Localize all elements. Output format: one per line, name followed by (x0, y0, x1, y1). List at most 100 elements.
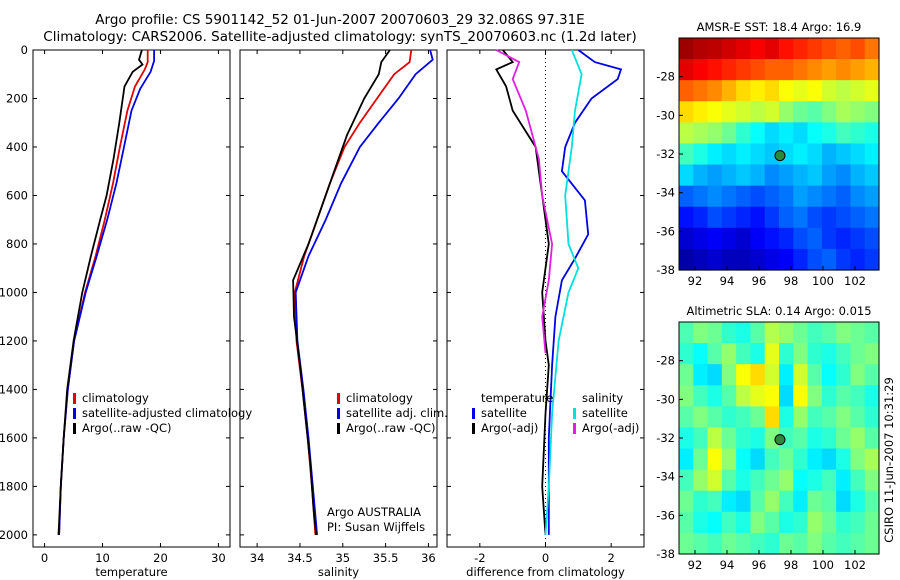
heatmap-cell (750, 322, 766, 344)
heatmap-cell (736, 322, 752, 344)
heatmap-cell (850, 206, 866, 229)
heatmap-cell (693, 448, 709, 471)
heatmap-cell (721, 227, 737, 250)
heatmap-cell (807, 122, 823, 145)
heatmap-cell (850, 385, 866, 407)
x-tick-label: 0 (542, 551, 549, 565)
heatmap-cell (707, 122, 723, 145)
heatmap-cell (793, 364, 809, 386)
heatmap-cell (850, 448, 866, 471)
heatmap-cell (793, 248, 809, 271)
heatmap-cell (779, 511, 794, 534)
heatmap-cell (864, 185, 880, 208)
map-x-tick-label: 94 (720, 558, 735, 572)
heatmap-cell (764, 248, 780, 271)
heatmap-cell (764, 38, 780, 60)
heatmap-cell (864, 80, 880, 102)
heatmap-cell (721, 38, 737, 60)
heatmap-cell (779, 164, 794, 187)
map-x-tick-label: 94 (720, 274, 735, 288)
heatmap-cell (750, 406, 766, 429)
heatmap-cell (864, 38, 880, 60)
figure-title-line2: Climatology: CARS2006. Satellite-adjuste… (43, 29, 637, 45)
heatmap-cell (821, 185, 837, 208)
heatmap-cell (864, 164, 880, 187)
heatmap-cell (707, 80, 723, 102)
map-title-sla-map: Altimetric SLA: 0.14 Argo: 0.015 (686, 304, 871, 318)
heatmap-cell (693, 101, 709, 123)
heatmap-cell (836, 469, 852, 492)
heatmap-cell (779, 448, 794, 471)
map-y-tick-label: -32 (656, 147, 675, 161)
heatmap-cell (736, 511, 752, 534)
heatmap-cell (864, 448, 880, 471)
map-y-tick-label: -38 (656, 547, 675, 561)
heatmap-cell (821, 59, 837, 81)
heatmap-cell (864, 364, 880, 386)
heatmap-cell (764, 206, 780, 229)
heatmap-cell (721, 101, 737, 123)
heatmap-cell (764, 469, 780, 492)
heatmap-cell (707, 59, 723, 81)
heatmap-cell (707, 532, 723, 555)
figure-title-line1: Argo profile: CS 5901142_52 01-Jun-2007 … (95, 12, 585, 28)
heatmap-cell (707, 322, 723, 344)
heatmap-cell (793, 143, 809, 166)
heatmap-cell (693, 143, 709, 166)
heatmap-cell (864, 406, 880, 429)
heatmap-cell (693, 469, 709, 492)
y-tick-label: 1800 (0, 479, 28, 493)
heatmap-cell (864, 206, 880, 229)
heatmap-cell (693, 406, 709, 429)
heatmap-cell (836, 406, 852, 429)
heatmap-cell (707, 448, 723, 471)
heatmap-cell (821, 406, 837, 429)
map-y-tick-label: -36 (656, 224, 675, 238)
map-title-sst-map: AMSR-E SST: 18.4 Argo: 16.9 (697, 20, 862, 34)
heatmap-cell (850, 427, 866, 450)
heatmap-cell (721, 206, 737, 229)
heatmap-cell (679, 385, 694, 407)
heatmap-cell (864, 59, 880, 81)
heatmap-cell (850, 248, 866, 271)
map-y-tick-label: -38 (656, 263, 675, 277)
heatmap-cell (836, 511, 852, 534)
y-tick-label: 2000 (0, 528, 28, 542)
heatmap-cell (836, 122, 852, 145)
heatmap-cell (850, 227, 866, 250)
heatmap-cell (764, 164, 780, 187)
heatmap-cell (721, 80, 737, 102)
heatmap-cell (793, 511, 809, 534)
heatmap-cell (836, 227, 852, 250)
heatmap-cell (821, 227, 837, 250)
heatmap-cell (679, 427, 694, 450)
heatmap-cell (779, 532, 794, 555)
heatmap-cell (864, 227, 880, 250)
heatmap-cell (764, 227, 780, 250)
x-axis-label: temperature (95, 565, 167, 579)
heatmap-cell (736, 343, 752, 365)
heatmap-cell (736, 122, 752, 145)
map-y-tick-label: -28 (656, 70, 675, 84)
heatmap-cell (807, 322, 823, 344)
heatmap-cell (779, 385, 794, 407)
heatmap-cell (836, 427, 852, 450)
heatmap-cell (850, 406, 866, 429)
heatmap-cell (736, 427, 752, 450)
heatmap-cell (779, 227, 794, 250)
heatmap-cell (707, 38, 723, 60)
heatmap-cell (693, 227, 709, 250)
heatmap-cell (779, 185, 794, 208)
heatmap-cell (793, 406, 809, 429)
heatmap-cell (793, 101, 809, 123)
heatmap-cell (807, 143, 823, 166)
map-x-tick-label: 98 (784, 274, 799, 288)
legend-diff-temp-swatch (472, 408, 475, 419)
heatmap-cell (793, 59, 809, 81)
heatmap-cell (836, 38, 852, 60)
heatmap-cell (779, 59, 794, 81)
heatmap-cell (721, 143, 737, 166)
heatmap-cell (807, 101, 823, 123)
legend-diff-temp-label: satellite (481, 406, 527, 420)
